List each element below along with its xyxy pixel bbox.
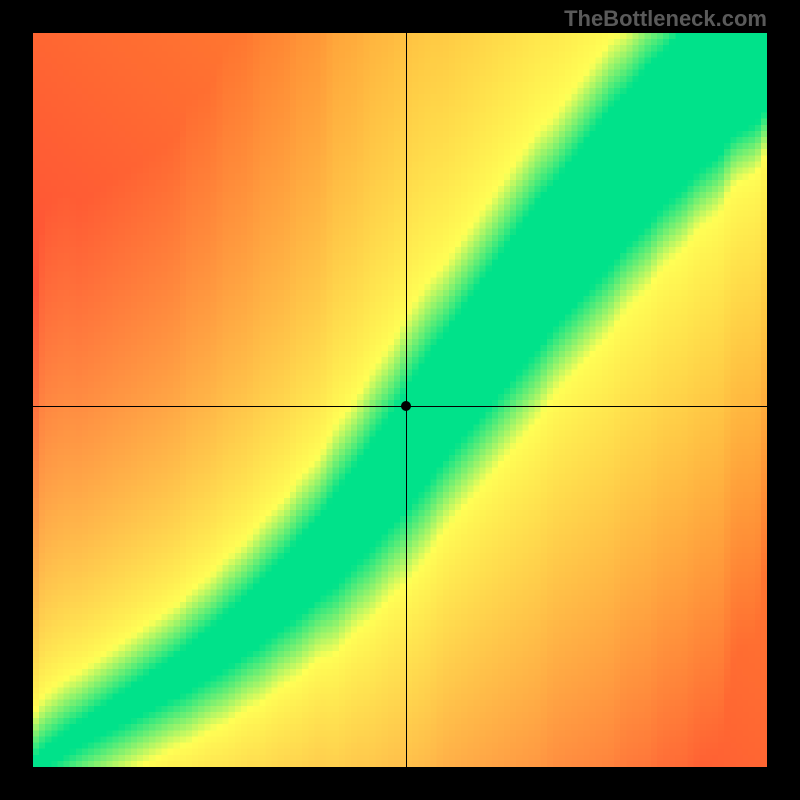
heatmap-canvas — [33, 33, 767, 767]
watermark-text: TheBottleneck.com — [564, 6, 767, 32]
plot-area — [33, 33, 767, 767]
data-point-marker — [401, 401, 411, 411]
